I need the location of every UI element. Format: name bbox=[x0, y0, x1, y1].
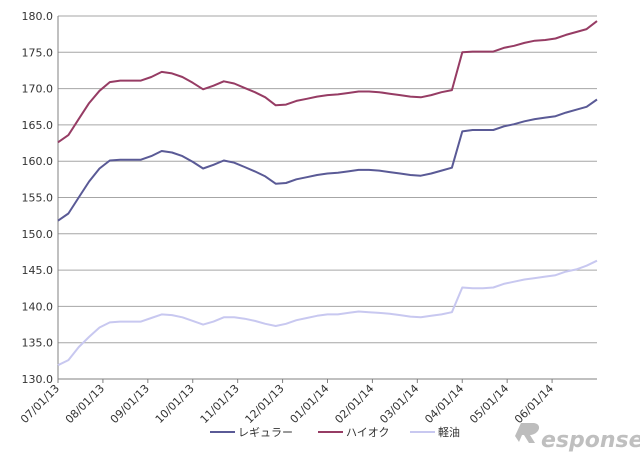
x-tick-label: 11/01/13 bbox=[198, 382, 242, 426]
series-line-3 bbox=[57, 259, 598, 367]
x-tick-label: 12/01/13 bbox=[243, 382, 287, 426]
y-tick-label: 130.0 bbox=[22, 373, 54, 386]
y-tick-label: 160.0 bbox=[22, 155, 54, 168]
x-tick-label: 10/01/13 bbox=[153, 382, 197, 426]
legend-label: ハイオク bbox=[346, 426, 390, 439]
watermark-text: esponse. bbox=[541, 428, 640, 453]
y-tick-label: 155.0 bbox=[22, 192, 54, 205]
y-tick-label: 140.0 bbox=[22, 300, 54, 313]
y-tick-label: 175.0 bbox=[22, 46, 54, 59]
y-tick-label: 180.0 bbox=[22, 10, 54, 23]
x-tick-label: 06/01/14 bbox=[512, 382, 556, 426]
y-tick-label: 135.0 bbox=[22, 337, 54, 350]
x-tick-label: 03/01/14 bbox=[377, 382, 421, 426]
y-tick-label: 170.0 bbox=[22, 83, 54, 96]
series-line-2 bbox=[57, 20, 598, 144]
series-line-1 bbox=[57, 98, 598, 222]
x-tick-label: 07/01/13 bbox=[18, 382, 62, 426]
x-tick-label: 09/01/13 bbox=[108, 382, 152, 426]
x-tick-label: 01/01/14 bbox=[287, 382, 331, 426]
response-watermark: esponse. bbox=[515, 423, 640, 453]
x-tick-label: 08/01/13 bbox=[63, 382, 107, 426]
y-tick-label: 165.0 bbox=[22, 119, 54, 132]
x-tick-label: 05/01/14 bbox=[467, 382, 511, 426]
x-tick-label: 02/01/14 bbox=[332, 382, 376, 426]
legend-label: レギュラー bbox=[238, 426, 293, 439]
y-tick-label: 150.0 bbox=[22, 228, 54, 241]
watermark-r-logo bbox=[515, 423, 540, 443]
x-tick-label: 04/01/14 bbox=[422, 382, 466, 426]
y-tick-label: 145.0 bbox=[22, 264, 54, 277]
legend-label: 軽油 bbox=[438, 425, 460, 439]
